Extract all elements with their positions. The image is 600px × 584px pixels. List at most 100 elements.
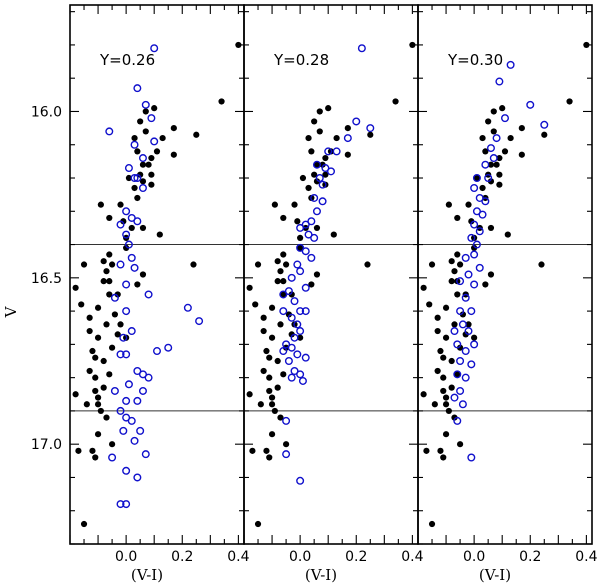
observed-point <box>305 134 312 142</box>
panel-y026: 0.0 0.2 0.4 16.0 16.5 17.0 (V-I) Y=0.26 <box>31 4 250 584</box>
x-tick-label: 0.0 <box>289 549 311 565</box>
model-point <box>122 230 131 239</box>
observed-point <box>428 261 436 268</box>
observed-point <box>316 108 323 115</box>
observed-point <box>246 284 253 291</box>
model-point <box>318 197 327 206</box>
observed-point <box>92 354 99 361</box>
observed-point <box>94 431 102 438</box>
model-point <box>540 120 549 129</box>
model-point <box>296 267 305 276</box>
model-point <box>343 134 352 143</box>
observed-point <box>507 134 514 142</box>
model-point <box>310 193 319 202</box>
observed-point <box>266 354 273 361</box>
observed-point <box>277 321 284 328</box>
model-point <box>472 174 481 183</box>
model-point <box>136 426 145 435</box>
observed-point <box>148 171 155 178</box>
model-point <box>116 220 125 229</box>
observed-point <box>448 357 455 365</box>
model-point <box>110 386 119 395</box>
observed-point <box>271 201 278 208</box>
observed-point <box>313 178 321 185</box>
observed-point <box>137 171 144 178</box>
panel-y028: 0.0 0.2 0.4 (V-I) Y=0.28 <box>243 4 424 584</box>
model-point <box>475 193 484 202</box>
model-point <box>475 227 484 236</box>
observed-point <box>148 154 155 162</box>
observed-point <box>134 281 141 288</box>
model-point <box>307 217 316 226</box>
observed-point <box>322 154 329 162</box>
observed-point <box>479 184 486 192</box>
observed-point <box>426 301 433 308</box>
observed-point <box>487 271 495 278</box>
observed-point <box>94 334 102 341</box>
observed-point <box>137 118 144 125</box>
panel-frame <box>69 4 245 545</box>
observed-point <box>218 98 225 105</box>
observed-point <box>97 407 104 415</box>
model-point <box>116 350 125 359</box>
model-point <box>472 240 481 249</box>
observed-point <box>451 268 458 275</box>
observed-point <box>448 258 455 265</box>
observed-point <box>111 311 119 318</box>
observed-point <box>268 394 276 401</box>
panel-title: Y=0.30 <box>447 51 503 69</box>
observed-point <box>442 334 450 341</box>
model-point <box>312 207 321 216</box>
observed-point <box>108 441 116 448</box>
model-point <box>450 327 459 336</box>
model-point <box>324 147 333 156</box>
observed-point <box>325 105 332 112</box>
observed-point <box>142 108 149 115</box>
observed-point <box>285 311 293 318</box>
x-axis-label: (V-I) <box>305 566 337 584</box>
x-axis-label: (V-I) <box>479 566 511 584</box>
observed-point <box>139 224 147 232</box>
model-point <box>453 416 462 425</box>
model-point <box>470 280 479 289</box>
model-point <box>458 400 467 409</box>
model-point <box>130 436 139 445</box>
panel-y030: 0.0 0.2 0.4 (V-I) Y=0.30 <box>417 4 598 584</box>
observed-point <box>496 154 503 162</box>
model-point <box>130 263 139 272</box>
observed-point <box>518 125 525 132</box>
model-point <box>282 450 291 459</box>
observed-point <box>434 327 441 335</box>
observed-point <box>145 161 152 168</box>
observed-point <box>254 520 262 528</box>
observed-point <box>235 41 242 49</box>
observed-point <box>487 224 495 232</box>
model-point <box>116 260 125 269</box>
observed-point <box>89 347 96 355</box>
model-point <box>298 376 307 385</box>
model-point <box>138 370 147 379</box>
model-point <box>122 413 131 422</box>
observed-point <box>86 327 93 335</box>
observed-point <box>106 278 113 285</box>
model-point <box>138 183 147 192</box>
observed-point <box>151 105 158 112</box>
x-tick-label: 0.0 <box>115 549 137 565</box>
observed-point <box>100 278 107 285</box>
x-tick-label: 0.0 <box>463 549 485 565</box>
panel-frame <box>417 4 593 545</box>
model-point <box>287 343 296 352</box>
observed-point <box>442 304 450 311</box>
observed-point <box>139 161 147 168</box>
observed-point <box>280 251 287 258</box>
model-point <box>456 307 465 316</box>
observed-point <box>456 441 464 448</box>
model-point <box>470 183 479 192</box>
x-tick-label: 0.2 <box>345 549 367 565</box>
model-point <box>481 160 490 169</box>
model-point <box>453 370 462 379</box>
model-point <box>127 416 136 425</box>
observed-point <box>268 334 276 341</box>
observed-point <box>274 357 281 365</box>
observed-point <box>451 321 458 328</box>
